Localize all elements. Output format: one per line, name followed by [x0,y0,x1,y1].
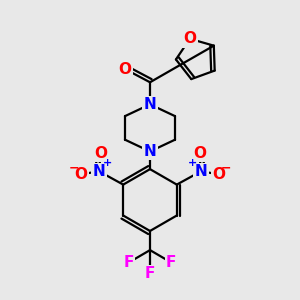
Text: N: N [194,164,207,179]
Text: O: O [213,167,226,182]
Text: −: − [220,161,231,174]
Text: +: + [188,158,197,168]
Text: N: N [93,164,106,179]
Text: O: O [193,146,206,160]
Text: F: F [124,255,134,270]
Text: O: O [183,31,196,46]
Text: F: F [145,266,155,281]
Text: O: O [74,167,87,182]
Text: O: O [118,61,131,76]
Text: F: F [166,255,176,270]
Text: N: N [144,97,156,112]
Text: O: O [94,146,107,160]
Text: +: + [103,158,112,168]
Text: N: N [144,144,156,159]
Text: −: − [69,161,80,174]
